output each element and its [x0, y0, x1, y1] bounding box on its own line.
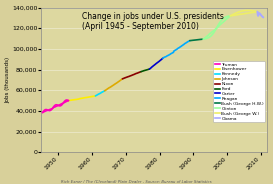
Text: Change in jobs under U.S. presidents
(April 1945 - September 2010): Change in jobs under U.S. presidents (Ap… — [82, 12, 224, 31]
Text: Rich Exner / The (Cleveland) Plain Dealer - Source: Bureau of Labor Statistics: Rich Exner / The (Cleveland) Plain Deale… — [61, 180, 212, 184]
Y-axis label: Jobs (thousands): Jobs (thousands) — [5, 57, 11, 103]
Legend: Truman, Eisenhower, Kennedy, Johnson, Nixon, Ford, Carter, Reagan, Bush (George : Truman, Eisenhower, Kennedy, Johnson, Ni… — [213, 61, 265, 122]
